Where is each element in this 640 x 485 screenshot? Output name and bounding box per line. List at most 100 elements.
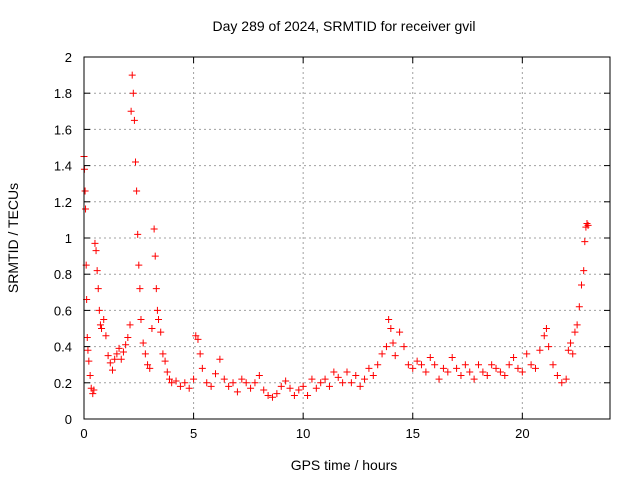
x-tick-label: 10 (296, 426, 310, 441)
data-point (404, 361, 412, 369)
data-point (136, 285, 144, 293)
y-tick-label: 0.6 (54, 303, 72, 318)
data-point (321, 375, 329, 383)
data-point (286, 384, 294, 392)
y-tick-label: 1.4 (54, 159, 72, 174)
data-point (531, 364, 539, 372)
data-point (374, 361, 382, 369)
data-point (176, 382, 184, 390)
data-point (426, 353, 434, 361)
data-points (80, 71, 592, 401)
data-point (161, 357, 169, 365)
y-axis-label: SRMTID / TECUs (5, 183, 21, 293)
data-point (104, 352, 112, 360)
data-point (444, 368, 452, 376)
data-point (387, 325, 395, 332)
data-point (343, 368, 351, 376)
y-tick-label: 1 (65, 231, 72, 246)
data-point (102, 332, 110, 340)
data-point (251, 379, 259, 387)
data-point (339, 379, 347, 387)
data-point (457, 372, 465, 380)
data-point (115, 344, 123, 352)
x-tick-label: 5 (190, 426, 197, 441)
data-point (273, 390, 281, 398)
data-point (571, 328, 579, 336)
data-point (152, 285, 160, 293)
data-point (479, 368, 487, 376)
data-point (356, 382, 364, 390)
data-point (92, 247, 100, 255)
data-point (86, 372, 94, 380)
data-point (347, 379, 355, 387)
data-point (352, 372, 360, 380)
data-point (553, 372, 561, 380)
data-point (448, 353, 456, 361)
data-point (132, 158, 140, 166)
data-point (580, 267, 588, 275)
data-point (122, 341, 130, 349)
data-point (510, 353, 518, 361)
data-point (220, 375, 228, 383)
x-tick-label: 15 (406, 426, 420, 441)
data-point (81, 187, 89, 195)
data-point (82, 205, 90, 213)
data-point (317, 379, 325, 387)
data-point (93, 267, 101, 275)
data-point (84, 346, 92, 354)
data-point (137, 315, 145, 323)
y-tick-label: 2 (65, 50, 72, 65)
data-point (435, 375, 443, 383)
data-point (185, 384, 193, 392)
data-point (207, 382, 215, 390)
data-point (196, 350, 204, 358)
data-point (172, 377, 180, 385)
data-point (536, 346, 544, 354)
chart-title: Day 289 of 2024, SRMTID for receiver gvi… (213, 18, 476, 34)
data-point (155, 315, 163, 323)
data-point (567, 339, 575, 347)
data-point (126, 321, 134, 329)
data-point (562, 375, 570, 383)
y-tick-label: 0.4 (54, 340, 72, 355)
data-point (163, 368, 171, 376)
data-point (558, 379, 566, 387)
data-point (108, 366, 116, 374)
data-point (304, 391, 312, 399)
data-point (466, 368, 474, 376)
data-point (168, 379, 176, 387)
data-point (365, 364, 373, 372)
data-point (569, 350, 577, 358)
data-point (564, 346, 572, 354)
data-point (216, 355, 224, 363)
data-point (282, 377, 290, 385)
data-point (130, 116, 138, 124)
axis-ticks (83, 56, 610, 420)
data-point (583, 220, 591, 228)
data-point (492, 364, 500, 372)
data-point (334, 373, 342, 381)
data-point (295, 386, 303, 394)
data-point (225, 382, 233, 390)
data-point (181, 379, 189, 387)
data-point (157, 328, 165, 336)
data-point (134, 230, 142, 238)
data-point (483, 372, 491, 380)
data-point (192, 332, 200, 340)
y-tick-label: 1.2 (54, 195, 72, 210)
data-point (396, 328, 404, 336)
data-point (431, 361, 439, 369)
data-point (290, 391, 298, 399)
data-point (111, 355, 119, 363)
data-point (198, 364, 206, 372)
data-point (96, 321, 104, 329)
data-point (146, 364, 154, 372)
data-point (542, 325, 550, 332)
data-point (85, 357, 93, 365)
data-point (581, 238, 589, 246)
gridlines (84, 57, 610, 419)
data-point (148, 325, 156, 332)
data-point (233, 388, 241, 396)
data-point (461, 361, 469, 369)
